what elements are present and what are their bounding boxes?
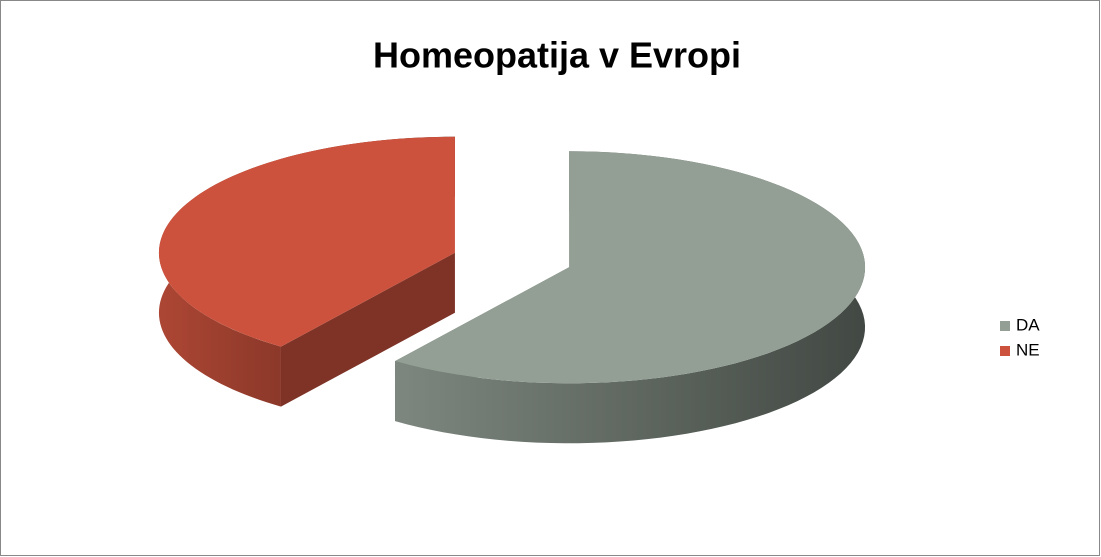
slice-top [395, 151, 866, 384]
slice-top [158, 136, 455, 347]
legend-label: NE [1016, 340, 1040, 359]
legend-swatch [1000, 346, 1010, 356]
pie-slice [158, 136, 455, 407]
pie-slice [395, 151, 866, 444]
legend-swatch [1000, 321, 1010, 331]
legend-label: DA [1016, 315, 1040, 334]
slice-side-face [280, 252, 455, 407]
chart-title: Homeopatija v Evropi [373, 35, 741, 76]
